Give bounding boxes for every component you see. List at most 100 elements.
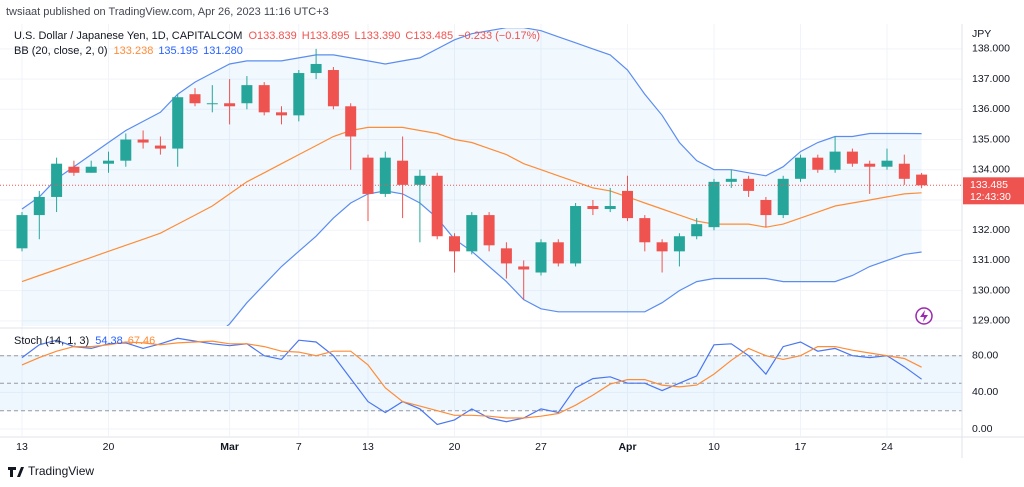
candle-body (881, 160, 893, 167)
last-price-label: 133.485 (970, 179, 1008, 191)
stoch-line (21, 340, 922, 419)
y-tick-label: 40.00 (972, 386, 998, 398)
ohlc-low: L133.390 (355, 30, 401, 42)
x-tick-label: 24 (881, 441, 893, 453)
candle-body (51, 163, 63, 197)
candle-body (552, 242, 564, 264)
stoch-line (21, 337, 922, 426)
y-tick-label: 135.000 (972, 133, 1010, 145)
stoch-k-value: 54.38 (95, 335, 123, 347)
symbol-title: U.S. Dollar / Japanese Yen, 1D, CAPITALC… (14, 30, 242, 42)
candle-body (708, 181, 720, 228)
x-tick-label: 20 (103, 441, 115, 453)
candle-body (795, 157, 806, 179)
bb-lower-value: 131.280 (203, 45, 243, 57)
y-tick-label: 134.000 (972, 164, 1010, 176)
candle-body (172, 97, 184, 149)
candle-body (241, 85, 253, 104)
stoch-title: Stoch (14, 1, 3) (14, 335, 89, 347)
candle-body (587, 206, 599, 210)
x-tick-label: 27 (535, 441, 547, 453)
candle-body (864, 163, 876, 167)
x-tick-label: 10 (708, 441, 720, 453)
candle-body (466, 215, 478, 252)
candle-body (846, 151, 858, 164)
candle-body (760, 199, 772, 216)
candle-body (120, 139, 132, 161)
y-tick-label: 80.00 (972, 350, 998, 362)
y-tick-label: 132.000 (972, 224, 1010, 236)
candle-body (310, 63, 322, 74)
candle-body (829, 151, 841, 170)
band-fill (0, 355, 962, 411)
y-tick-label: 136.000 (972, 103, 1010, 115)
stoch-legend: Stoch (14, 1, 3) 54.38 67.46 (14, 335, 155, 347)
ohlc-high: H133.895 (302, 30, 350, 42)
candle-body (16, 215, 28, 249)
last-price-box (963, 177, 1024, 205)
candle-body (189, 94, 201, 104)
candle-body (449, 236, 460, 252)
candle-body (691, 224, 703, 237)
x-tick-label: 7 (296, 441, 302, 453)
candle-body (414, 175, 426, 185)
candle-body (898, 163, 910, 179)
candle-body (570, 206, 582, 264)
y-tick-label: 137.000 (972, 73, 1010, 85)
candle-body (622, 190, 633, 219)
bb-title: BB (20, close, 2, 0) (14, 45, 108, 57)
x-tick-label: 17 (795, 441, 807, 453)
candle-body (345, 106, 357, 137)
bb-upper (21, 28, 922, 210)
candle-body (725, 178, 737, 182)
brand-logo (8, 467, 24, 477)
candle-body (604, 206, 616, 210)
candle-body (258, 85, 270, 113)
currency: JPY (972, 28, 991, 40)
y-tick-label: 129.000 (972, 315, 1010, 327)
candle-body (276, 112, 287, 116)
ohlc-open: O133.839 (248, 30, 296, 42)
candle-body (639, 218, 651, 243)
y-tick-label: 0.00 (972, 423, 993, 435)
candle-body (154, 145, 166, 149)
bb-basis (21, 126, 922, 283)
candle-body (224, 103, 236, 107)
candle-body (397, 160, 409, 185)
y-tick-label: 138.000 (972, 43, 1010, 55)
candle-body (673, 236, 685, 252)
y-tick-label: 130.000 (972, 284, 1010, 296)
ohlc-close: C133.485 (405, 30, 453, 42)
candle-body (483, 215, 495, 246)
candle-body (362, 157, 374, 194)
candle-body (33, 196, 45, 216)
brand: TradingView (28, 464, 94, 478)
alert-icon[interactable] (915, 307, 933, 325)
x-tick-label: 13 (16, 441, 28, 453)
symbol-legend: U.S. Dollar / Japanese Yen, 1D, CAPITALC… (14, 30, 540, 42)
candle-body (85, 166, 97, 173)
candle-body (431, 175, 443, 237)
bb-basis-value: 133.238 (114, 45, 154, 57)
x-tick-label: Mar (220, 441, 239, 453)
countdown: 12:43:30 (970, 191, 1011, 203)
candle-body (103, 160, 114, 164)
candle-body (743, 178, 755, 191)
candle-body (777, 178, 789, 216)
x-tick-label: Apr (618, 441, 636, 453)
candle-body (535, 242, 547, 273)
publisher: twsiaat published on TradingView.com, Ap… (6, 6, 329, 18)
candle-body (518, 266, 530, 270)
candle-body (500, 248, 512, 264)
candle-body (137, 139, 149, 143)
bb-upper-value: 135.195 (158, 45, 198, 57)
candle-body (656, 242, 668, 252)
candle-body (68, 166, 80, 173)
bb-legend: BB (20, close, 2, 0) 133.238 135.195 131.28… (14, 45, 243, 57)
stoch-d-value: 67.46 (128, 335, 156, 347)
candle-body (916, 174, 928, 186)
x-tick-label: 20 (449, 441, 461, 453)
candle-body (206, 103, 218, 105)
x-tick-label: 13 (362, 441, 374, 453)
